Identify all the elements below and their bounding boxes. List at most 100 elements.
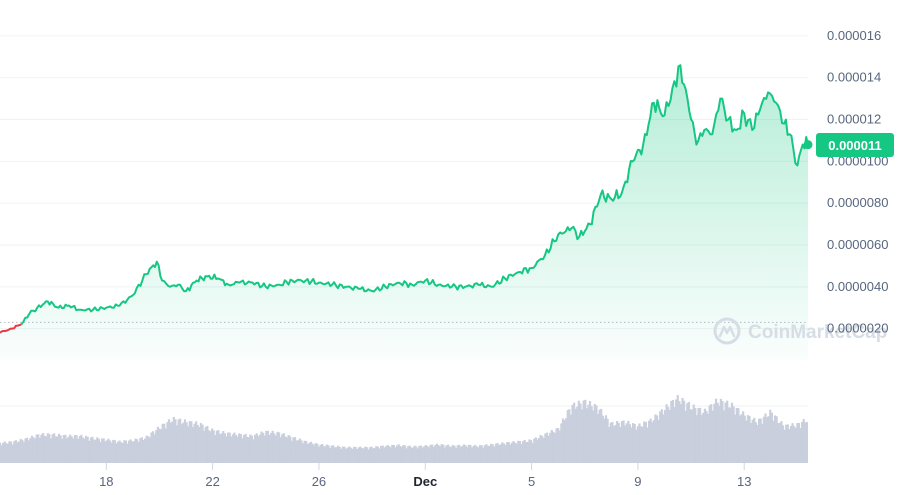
volume-bar (325, 444, 329, 463)
volume-bar (185, 422, 188, 463)
volume-bar (384, 446, 388, 463)
price-area (0, 65, 808, 360)
volume-bar (662, 414, 665, 463)
volume-bar (311, 443, 314, 463)
volume-bar (260, 431, 263, 463)
volume-bar (381, 445, 384, 463)
volume-bar (785, 424, 788, 463)
volume-bar (569, 414, 573, 463)
volume-bar (542, 438, 545, 463)
volume-bar (616, 420, 619, 463)
volume-bar (51, 434, 54, 463)
volume-bar (305, 440, 308, 463)
volume-bar (743, 415, 746, 463)
volume-bar (689, 409, 692, 463)
volume-bar (120, 442, 123, 463)
volume-bar (435, 443, 439, 463)
volume-bar (480, 445, 483, 463)
volume-bar (801, 421, 804, 463)
volume-bar (617, 422, 620, 463)
volume-bar (767, 416, 770, 463)
volume-bar (459, 446, 462, 463)
volume-bar (180, 424, 183, 463)
volume-bar (297, 440, 300, 463)
volume-bar (46, 433, 49, 463)
volume-bar (145, 435, 148, 463)
volume-bar (657, 419, 660, 463)
volume-bar (316, 443, 319, 463)
volume-bar (303, 440, 306, 463)
volume-bar (753, 417, 756, 463)
volume-bar (604, 415, 608, 463)
volume-bar (274, 435, 277, 463)
volume-bar (748, 416, 751, 463)
volume-bar (649, 418, 652, 463)
volume-bar (11, 444, 14, 463)
volume-bar (249, 434, 252, 463)
volume-bar (679, 404, 683, 463)
volume-bar (65, 438, 69, 463)
volume-bar (799, 427, 802, 463)
y-tick-label: 0.0000040 (827, 279, 888, 294)
volume-bar (254, 434, 257, 463)
volume-bar (520, 443, 523, 463)
volume-bar (61, 438, 64, 463)
volume-bar (727, 407, 730, 463)
volume-bar (400, 446, 403, 463)
volume-bar (214, 435, 217, 463)
volume-bar (485, 444, 488, 463)
volume-bar (678, 401, 681, 463)
price-line-segment (0, 323, 22, 334)
coinmarketcap-logo-icon (713, 317, 741, 345)
volume-bar (612, 426, 616, 463)
volume-bar (151, 431, 155, 463)
volume-bar (665, 404, 668, 463)
volume-bar (198, 427, 201, 463)
volume-bar (702, 412, 705, 463)
volume-bar (506, 442, 509, 463)
volume-bar (706, 413, 710, 463)
volume-bar (789, 425, 793, 463)
volume-bar (83, 438, 86, 463)
volume-bar (137, 441, 140, 463)
volume-bar (533, 438, 536, 463)
volume-bar (321, 443, 324, 463)
volume-bar (78, 436, 81, 463)
volume-bar (507, 442, 510, 463)
x-tick-label: 26 (312, 474, 326, 489)
volume-bar (16, 442, 19, 463)
y-tick-label: 0.0000100 (827, 153, 888, 168)
volume-bar (271, 430, 274, 463)
volume-bar (501, 442, 504, 463)
current-price-tag: 0.000011 (816, 133, 894, 157)
last-price-dot (803, 140, 813, 150)
volume-bar (306, 444, 309, 463)
volume-bar (450, 446, 453, 463)
volume-bar (491, 444, 494, 463)
volume-bar (737, 408, 740, 463)
volume-bar (92, 439, 96, 463)
volume-bar (703, 408, 706, 463)
volume-bar (431, 444, 434, 463)
volume-bar (367, 449, 370, 463)
grid-lines (0, 35, 808, 407)
volume-bar (102, 438, 105, 463)
volume-bar (670, 400, 673, 463)
volume-bar (600, 408, 603, 463)
volume-bar (504, 445, 507, 463)
volume-bar (716, 402, 719, 463)
volume-bar (32, 437, 35, 463)
volume-bar (691, 409, 694, 463)
volume-bar (796, 423, 799, 463)
volume-bar (410, 447, 413, 463)
volume-bar (732, 406, 735, 463)
volume-bar (97, 438, 100, 463)
volume-bar (496, 443, 499, 463)
volume-bar (403, 445, 407, 463)
volume-bar (360, 447, 364, 463)
volume-bar (100, 438, 104, 463)
volume-bar (584, 399, 587, 463)
volume-bar (466, 447, 469, 463)
volume-bar (116, 441, 120, 463)
